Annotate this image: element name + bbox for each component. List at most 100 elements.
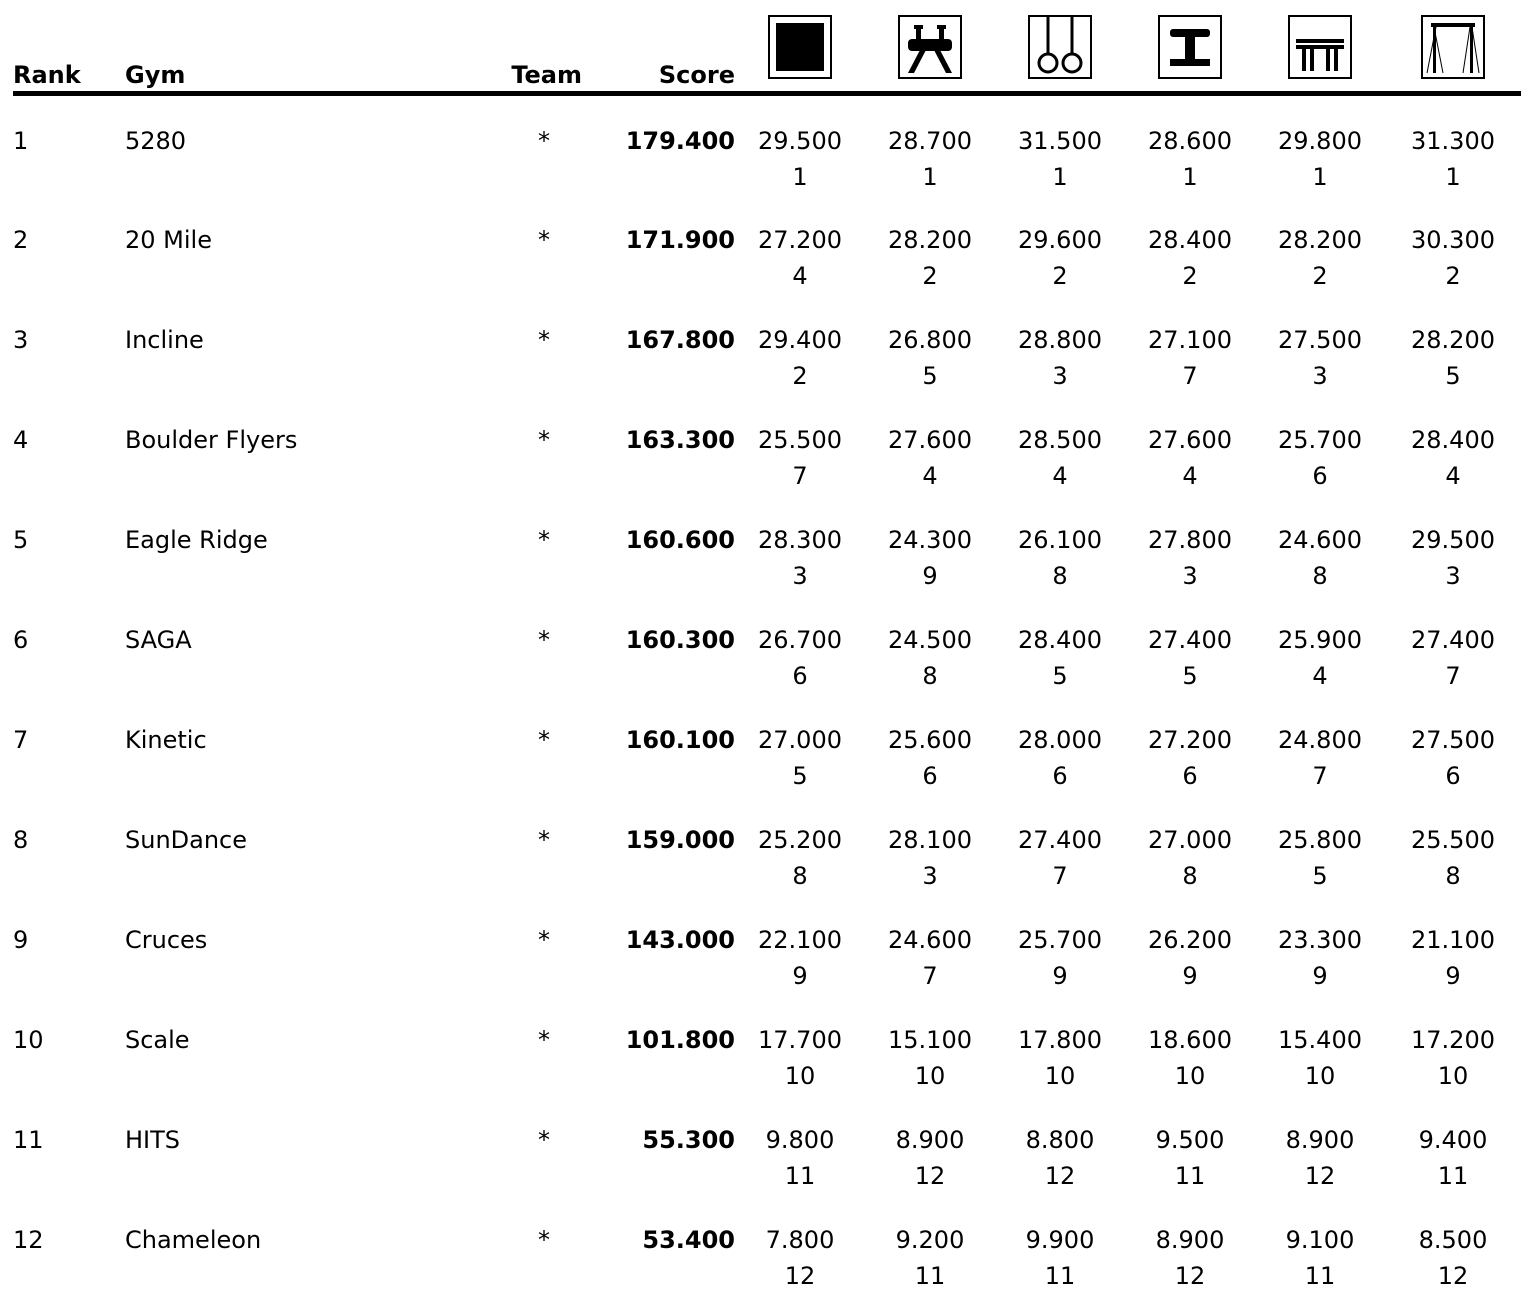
gym-cell: Incline	[125, 295, 445, 395]
rank-cell: 6	[13, 595, 125, 695]
event-place: 8	[1385, 858, 1521, 894]
team-cell: *	[445, 1095, 625, 1195]
event-score: 27.400	[995, 822, 1125, 858]
event-header-high-bar[interactable]	[1385, 8, 1521, 94]
event-header-pommel[interactable]	[865, 8, 995, 94]
event-score: 28.000	[995, 722, 1125, 758]
event-score: 8.900	[1255, 1122, 1385, 1158]
event-place: 3	[735, 558, 865, 594]
event-place: 4	[735, 258, 865, 294]
event-place: 5	[865, 358, 995, 394]
event-score: 29.500	[735, 123, 865, 159]
event-score: 9.400	[1385, 1122, 1521, 1158]
event-score: 15.400	[1255, 1022, 1385, 1058]
event-header-parallel-bars[interactable]	[1255, 8, 1385, 94]
event-place: 9	[1385, 958, 1521, 994]
event-score: 15.100	[865, 1022, 995, 1058]
event-header-floor[interactable]	[735, 8, 865, 94]
event-place: 1	[995, 159, 1125, 195]
event-score: 25.900	[1255, 622, 1385, 658]
event-header-vault[interactable]	[1125, 8, 1255, 94]
event-score: 28.700	[865, 123, 995, 159]
event-score: 18.600	[1125, 1022, 1255, 1058]
gym-header[interactable]: Gym	[125, 8, 445, 94]
rank-cell: 2	[13, 195, 125, 295]
event-score: 27.000	[735, 722, 865, 758]
event-score: 28.400	[995, 622, 1125, 658]
score-cell: 167.800	[625, 295, 735, 395]
pommel-horse-icon	[898, 15, 962, 79]
team-cell: *	[445, 995, 625, 1095]
event-score: 27.400	[1125, 622, 1255, 658]
vault-icon	[1158, 15, 1222, 79]
event-score: 8.800	[995, 1122, 1125, 1158]
rank-cell: 1	[13, 94, 125, 196]
event-score: 17.800	[995, 1022, 1125, 1058]
team-cell: *	[445, 495, 625, 595]
event-score: 21.100	[1385, 922, 1521, 958]
event-score: 27.200	[735, 222, 865, 258]
event-place: 12	[1125, 1258, 1255, 1294]
event-place: 6	[1125, 758, 1255, 794]
event-place: 8	[1125, 858, 1255, 894]
event-place: 12	[995, 1158, 1125, 1194]
event-score: 28.400	[1385, 422, 1521, 458]
team-header[interactable]: Team	[445, 8, 625, 94]
event-header-rings[interactable]	[995, 8, 1125, 94]
event-place: 12	[1255, 1158, 1385, 1194]
event-place: 11	[1255, 1258, 1385, 1294]
event-place: 11	[995, 1258, 1125, 1294]
event-place: 5	[995, 658, 1125, 694]
team-cell: *	[445, 295, 625, 395]
event-score: 27.800	[1125, 522, 1255, 558]
event-score: 27.500	[1385, 722, 1521, 758]
event-score: 24.600	[1255, 522, 1385, 558]
still-rings-icon	[1028, 15, 1092, 79]
score-cell: 160.600	[625, 495, 735, 595]
gym-cell: Eagle Ridge	[125, 495, 445, 595]
event-place: 1	[1255, 159, 1385, 195]
event-place: 7	[1125, 358, 1255, 394]
event-score: 25.700	[995, 922, 1125, 958]
event-place: 2	[865, 258, 995, 294]
event-score: 8.500	[1385, 1222, 1521, 1258]
team-cell: *	[445, 595, 625, 695]
event-place: 5	[1385, 358, 1521, 394]
rank-header[interactable]: Rank	[13, 8, 125, 94]
event-score: 26.800	[865, 322, 995, 358]
event-score: 9.800	[735, 1122, 865, 1158]
event-score: 7.800	[735, 1222, 865, 1258]
score-header[interactable]: Score	[625, 8, 735, 94]
event-score: 17.200	[1385, 1022, 1521, 1058]
event-score: 9.500	[1125, 1122, 1255, 1158]
event-score: 8.900	[1125, 1222, 1255, 1258]
event-place: 2	[1385, 258, 1521, 294]
event-place: 9	[735, 958, 865, 994]
